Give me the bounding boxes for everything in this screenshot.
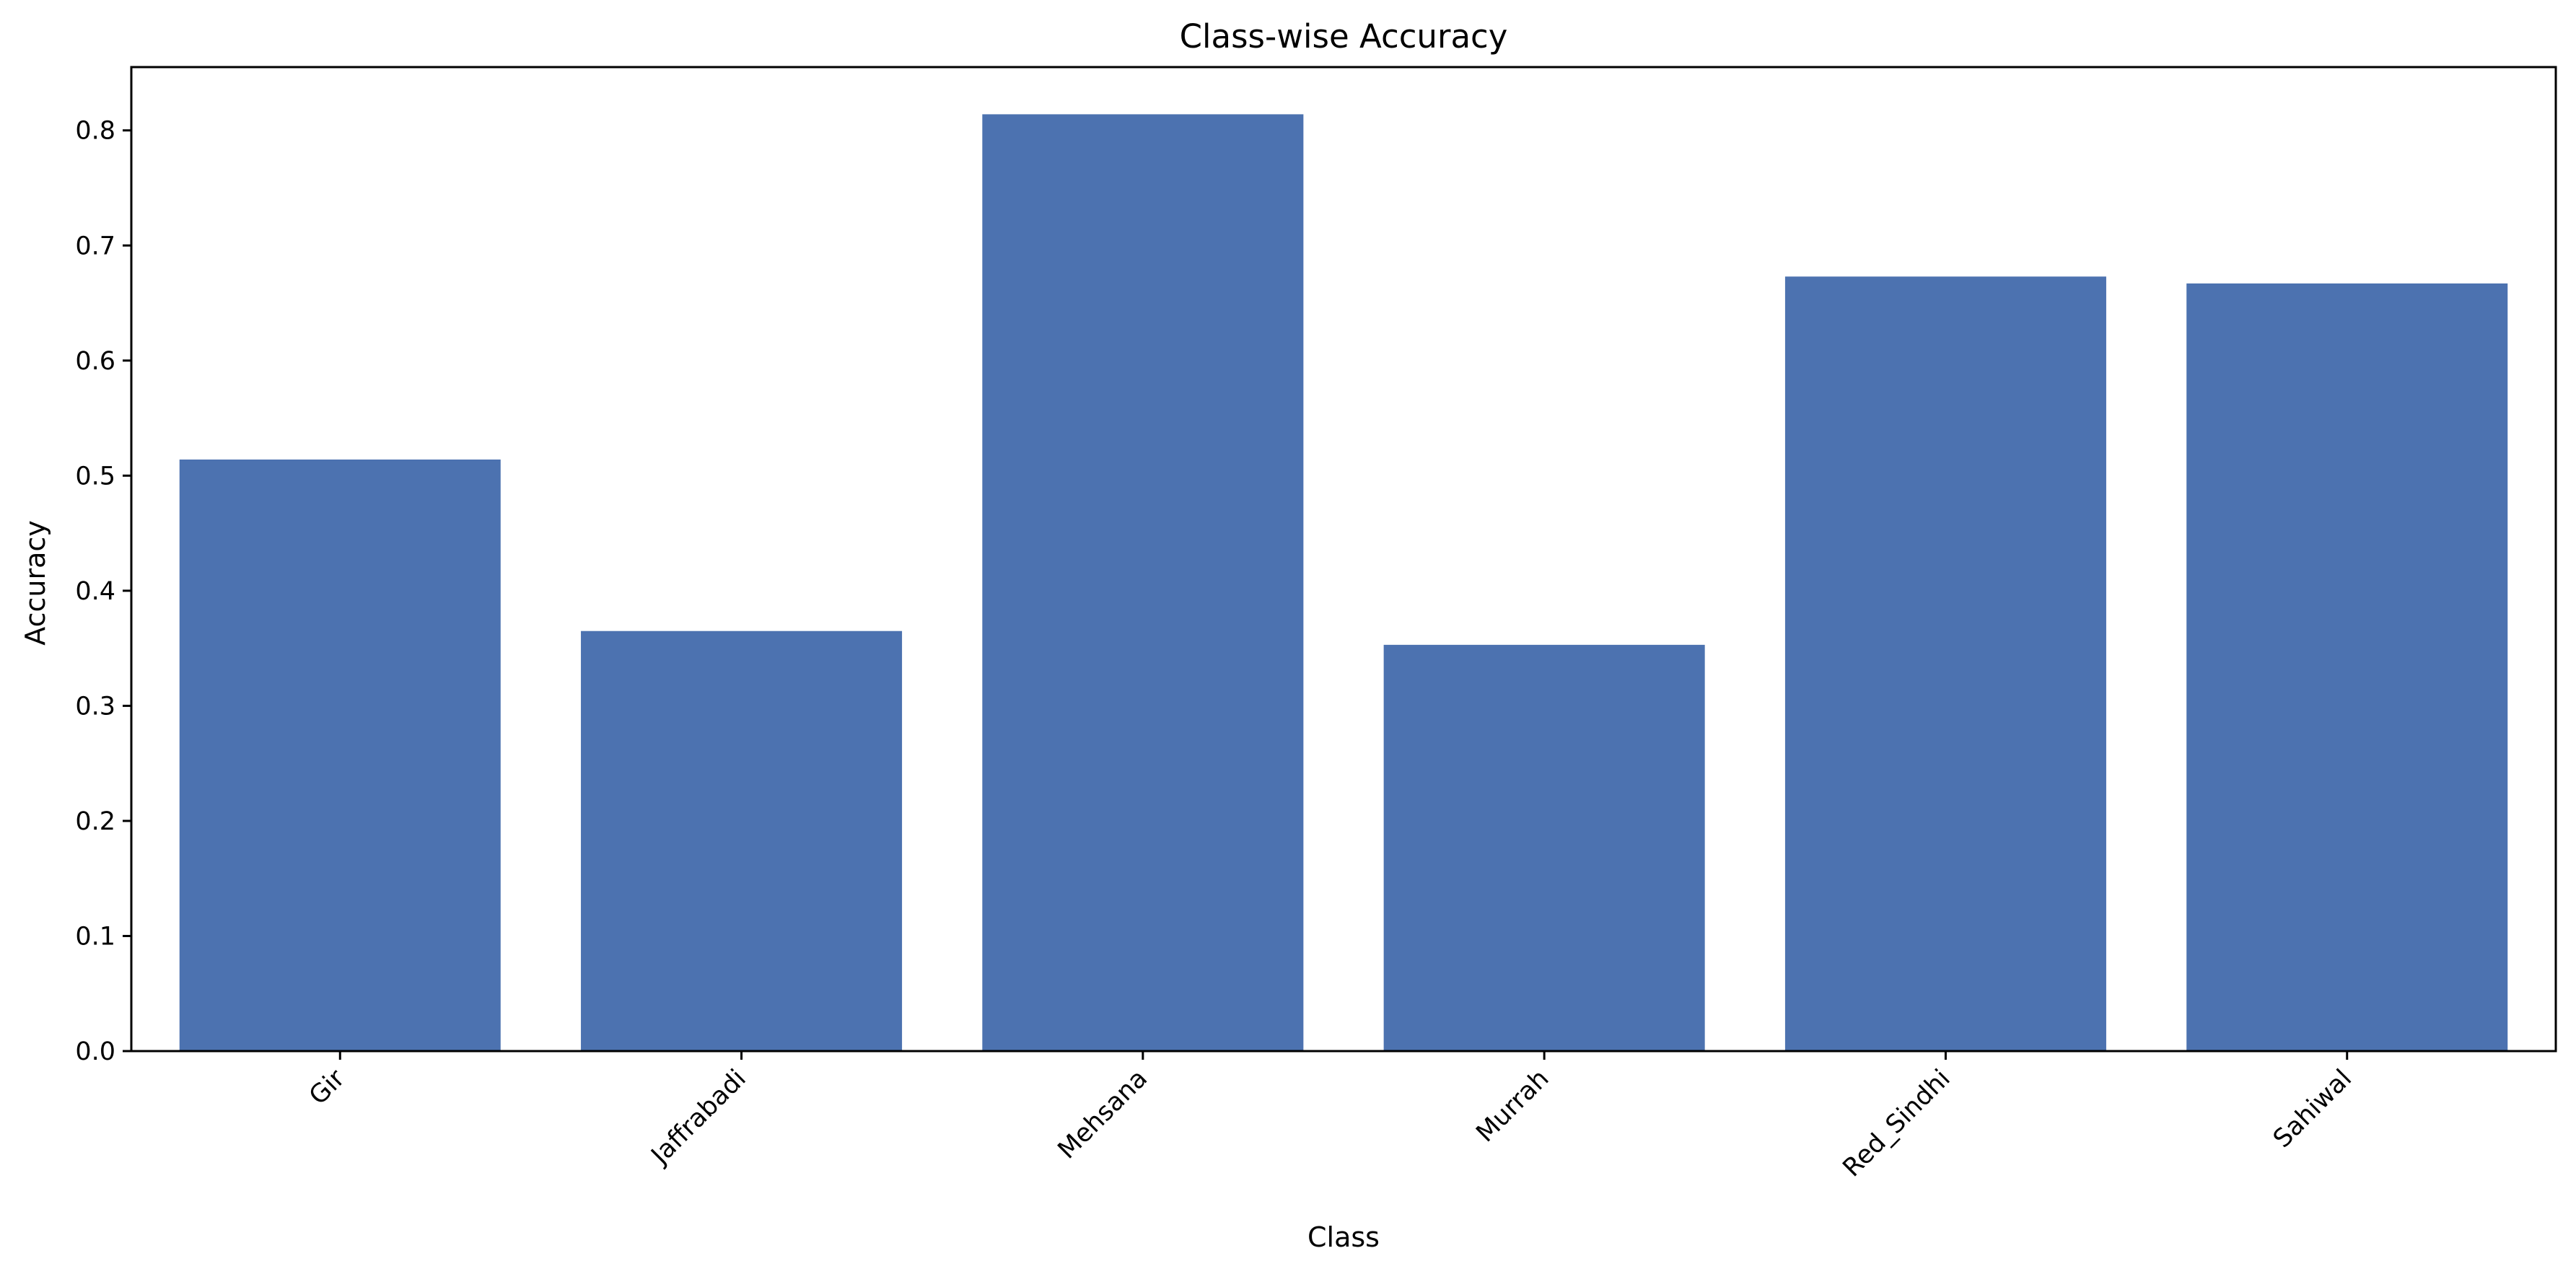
x-tick-label: Murrah: [1471, 1064, 1554, 1148]
y-tick-label: 0.7: [75, 232, 115, 260]
plot-frame: [130, 66, 2557, 1053]
chart-title: Class-wise Accuracy: [1180, 17, 1508, 56]
y-axis-label: Accuracy: [19, 520, 51, 646]
y-ticks-group: 0.0 0.1 0.2 0.3 0.4 0.5 0.6 0.7 0.8: [75, 117, 131, 1066]
bar-sahiwal: [2186, 283, 2508, 1052]
bars-group: [179, 114, 2508, 1052]
x-tick-label: Gir: [304, 1064, 351, 1111]
y-tick-label: 0.4: [75, 577, 115, 606]
y-tick-label: 0.1: [75, 922, 115, 951]
bar-murrah: [1383, 644, 1705, 1051]
y-tick-label: 0.8: [75, 117, 115, 146]
x-tick-label: Jaffrabadi: [645, 1064, 752, 1171]
bar-red-sindhi: [1784, 276, 2106, 1052]
y-tick-label: 0.5: [75, 462, 115, 491]
x-ticks-group: Gir Jaffrabadi Mehsana Murrah Red_Sindhi Sahi…: [304, 1051, 2357, 1182]
bar-mehsana: [982, 114, 1304, 1051]
y-tick-label: 0.6: [75, 347, 115, 376]
y-tick-label: 0.2: [75, 807, 115, 836]
bar-jaffrabadi: [581, 631, 903, 1051]
x-axis-label: Class: [1307, 1221, 1380, 1253]
y-tick-label: 0.0: [75, 1037, 115, 1066]
x-tick-label: Sahiwal: [2268, 1064, 2357, 1154]
bar-gir: [179, 460, 501, 1051]
x-tick-label: Mehsana: [1053, 1064, 1153, 1164]
y-tick-label: 0.3: [75, 692, 115, 721]
x-tick-label: Red_Sindhi: [1838, 1064, 1956, 1182]
